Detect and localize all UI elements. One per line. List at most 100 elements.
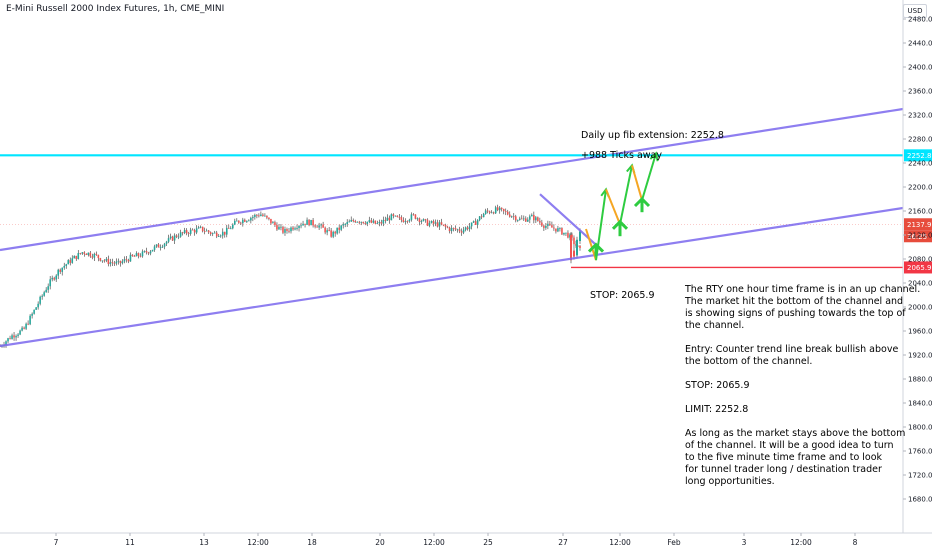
candle-body — [95, 253, 98, 255]
candle — [549, 221, 551, 227]
candle-body — [165, 241, 168, 244]
candle-body — [123, 259, 126, 262]
candle-body — [93, 253, 96, 258]
candle-body — [470, 222, 473, 227]
candle-body — [404, 221, 407, 223]
candle-body — [5, 341, 7, 346]
candle-body — [444, 224, 447, 227]
candle — [31, 312, 33, 319]
candle — [223, 231, 226, 238]
candle — [424, 218, 427, 223]
candle-body — [53, 277, 55, 280]
candle-body — [105, 258, 108, 261]
y-tick-label: 2480.0 — [908, 16, 932, 24]
candle — [51, 275, 53, 282]
candle-body — [360, 221, 363, 223]
candle — [203, 227, 206, 235]
candle-body — [506, 211, 509, 215]
candle-body — [352, 220, 355, 222]
candle — [374, 220, 377, 225]
candle — [535, 215, 537, 224]
candle — [153, 244, 156, 252]
candle — [157, 243, 160, 248]
candle — [569, 233, 571, 241]
candle — [248, 219, 250, 222]
candle — [370, 217, 373, 224]
candle — [7, 337, 9, 344]
candle — [49, 275, 51, 290]
candle-body — [173, 235, 176, 241]
candle-body — [394, 215, 397, 217]
candle-body — [9, 338, 11, 339]
candle-body — [127, 260, 130, 262]
candle — [328, 226, 330, 232]
y-tick-label: 1720.0 — [908, 472, 932, 480]
candle-body — [474, 221, 477, 225]
candle — [516, 219, 519, 223]
candle — [555, 228, 557, 234]
candle-body — [374, 220, 377, 224]
candle — [400, 215, 403, 223]
candle-body — [286, 229, 288, 231]
candle — [468, 222, 471, 232]
candle — [225, 224, 228, 238]
candle-body — [91, 256, 94, 258]
price-tag-bg — [904, 218, 932, 231]
candle-body — [85, 253, 88, 256]
projection-leg-down — [631, 165, 643, 201]
candle — [244, 218, 246, 223]
candle — [191, 228, 194, 231]
arrow-head — [649, 151, 659, 162]
candle — [189, 227, 192, 236]
candle-body — [83, 252, 86, 254]
countdown-tag: 36:25 — [904, 230, 932, 243]
candle — [450, 225, 453, 234]
candle — [436, 219, 439, 228]
candle — [256, 214, 258, 219]
candle — [232, 223, 234, 230]
up-arrow-head — [611, 219, 629, 230]
candle-body — [236, 220, 238, 222]
candle-body — [510, 216, 513, 218]
candle — [366, 221, 369, 227]
candle — [496, 204, 499, 212]
candle — [404, 218, 407, 225]
candle — [286, 227, 288, 234]
candle-body — [334, 231, 336, 234]
y-tick-label: 1920.0 — [908, 352, 932, 360]
candle — [181, 231, 184, 236]
candle-body — [15, 335, 17, 338]
candle — [21, 326, 23, 332]
candle-body — [466, 227, 469, 230]
candle-body — [442, 224, 445, 226]
candle — [382, 216, 385, 227]
candle-body — [163, 243, 166, 247]
candle-body — [223, 231, 226, 235]
candle — [215, 230, 218, 239]
candle-body — [268, 217, 270, 219]
candle-body — [33, 309, 35, 314]
candle-body — [262, 214, 264, 216]
candle — [91, 253, 94, 260]
candle — [360, 221, 363, 226]
candle — [318, 222, 320, 231]
candle — [183, 227, 186, 235]
candle-body — [362, 221, 365, 224]
candle — [476, 219, 479, 229]
candle — [390, 213, 393, 221]
up-arrow-head — [587, 242, 605, 253]
candle-body — [492, 212, 495, 214]
candle-body — [113, 262, 116, 264]
candle-body — [300, 225, 302, 227]
candle-body — [135, 253, 138, 257]
candle — [95, 251, 98, 256]
candle — [510, 215, 513, 218]
candle — [561, 227, 563, 235]
candle-body — [376, 223, 379, 224]
candle-body — [296, 228, 298, 229]
x-tick-label: 12:00 — [790, 538, 812, 547]
candle — [559, 227, 561, 232]
candle — [57, 268, 60, 280]
candles-layer — [0, 204, 581, 348]
